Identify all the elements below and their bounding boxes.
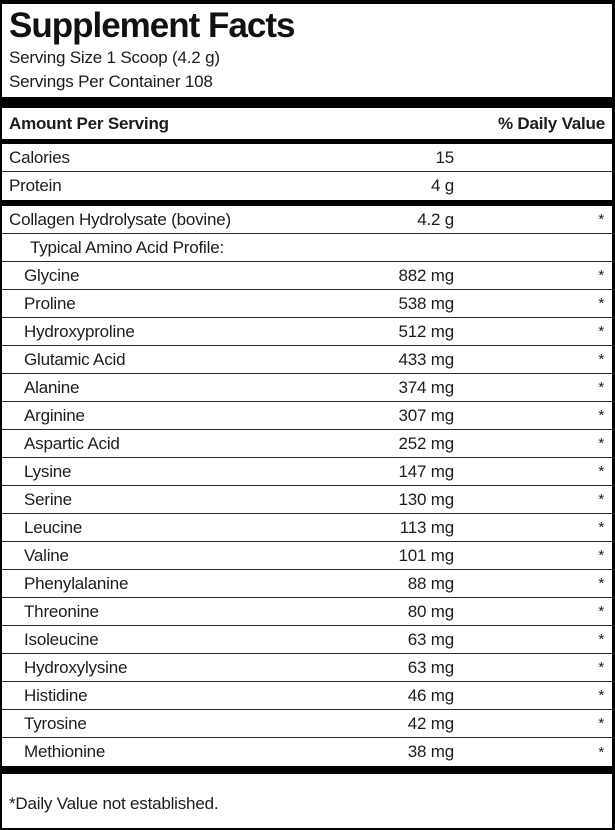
row-name: Phenylalanine: [24, 573, 129, 593]
row-daily-value-asterisk: *: [598, 715, 604, 732]
row-amount: 882 mg: [398, 265, 454, 285]
row-daily-value-asterisk: *: [598, 211, 604, 228]
row-amount: 46 mg: [407, 685, 454, 705]
row-name: Hydroxyproline: [24, 321, 135, 341]
row-amount: 63 mg: [407, 657, 454, 677]
row-daily-value-asterisk: *: [598, 379, 604, 396]
table-row-alanine: Alanine 374 mg *: [2, 374, 612, 402]
table-header-row: Amount Per Serving % Daily Value: [2, 108, 612, 139]
row-name: Alanine: [24, 377, 80, 397]
row-name: Isoleucine: [24, 629, 99, 649]
table-row-amino-profile-heading: Typical Amino Acid Profile:: [2, 234, 612, 262]
table-row-proline: Proline 538 mg *: [2, 290, 612, 318]
row-amount: 147 mg: [398, 461, 454, 481]
row-amount: 374 mg: [398, 377, 454, 397]
table-row-glutamic-acid: Glutamic Acid 433 mg *: [2, 346, 612, 374]
row-amount: 433 mg: [398, 349, 454, 369]
divider-below-header: [2, 139, 612, 144]
table-row-protein: Protein 4 g: [2, 172, 612, 200]
row-daily-value-asterisk: *: [598, 743, 604, 761]
row-name: Calories: [9, 147, 70, 167]
row-name: Methionine: [24, 742, 106, 761]
table-row-collagen: Collagen Hydrolysate (bovine) 4.2 g *: [2, 206, 612, 234]
table-row-threonine: Threonine 80 mg *: [2, 598, 612, 626]
row-daily-value-asterisk: *: [598, 351, 604, 368]
row-name: Hydroxylysine: [24, 657, 128, 677]
row-daily-value-asterisk: *: [598, 491, 604, 508]
table-row-methionine: Methionine 38 mg *: [2, 738, 612, 766]
daily-value-header: % Daily Value: [497, 113, 605, 133]
table-row-isoleucine: Isoleucine 63 mg *: [2, 626, 612, 654]
row-amount: 63 mg: [407, 629, 454, 649]
table-row-arginine: Arginine 307 mg *: [2, 402, 612, 430]
row-amount: 4 g: [430, 176, 454, 195]
row-amount: 38 mg: [407, 742, 454, 761]
serving-size-text: Serving Size 1 Scoop (4.2 g): [9, 48, 220, 67]
row-amount: 88 mg: [407, 573, 454, 593]
table-row-valine: Valine 101 mg *: [2, 542, 612, 570]
row-amount: 538 mg: [398, 293, 454, 313]
row-name: Proline: [24, 293, 76, 313]
row-amount: 101 mg: [398, 545, 454, 565]
row-name: Typical Amino Acid Profile:: [30, 237, 224, 257]
row-name: Histidine: [24, 685, 88, 705]
table-row-calories: Calories 15: [2, 144, 612, 172]
row-amount: 113 mg: [399, 517, 454, 537]
row-daily-value-asterisk: *: [598, 547, 604, 564]
table-row-serine: Serine 130 mg *: [2, 486, 612, 514]
row-amount: 42 mg: [407, 713, 454, 733]
row-name: Aspartic Acid: [24, 433, 120, 453]
row-daily-value-asterisk: *: [598, 659, 604, 676]
row-name: Tyrosine: [24, 713, 87, 733]
row-amount: 252 mg: [398, 433, 454, 453]
table-row-lysine: Lysine 147 mg *: [2, 458, 612, 486]
table-row-tyrosine: Tyrosine 42 mg *: [2, 710, 612, 738]
row-daily-value-asterisk: *: [598, 603, 604, 620]
row-daily-value-asterisk: *: [598, 267, 604, 284]
servings-per-container-text: Servings Per Container 108: [9, 72, 213, 91]
row-amount: 80 mg: [407, 601, 454, 621]
page-title: Supplement Facts: [9, 6, 295, 45]
row-name: Lysine: [24, 461, 72, 481]
table-row-hydroxylysine: Hydroxylysine 63 mg *: [2, 654, 612, 682]
row-amount: 130 mg: [398, 489, 454, 509]
row-name: Glycine: [24, 265, 80, 285]
row-daily-value-asterisk: *: [598, 631, 604, 648]
row-amount: 512 mg: [398, 321, 454, 341]
row-name: Collagen Hydrolysate (bovine): [9, 209, 231, 229]
row-name: Valine: [24, 545, 69, 565]
row-daily-value-asterisk: *: [598, 463, 604, 480]
divider-heavy-bottom: [2, 766, 612, 774]
table-row-histidine: Histidine 46 mg *: [2, 682, 612, 710]
row-name: Protein: [9, 176, 62, 195]
row-daily-value-asterisk: *: [598, 575, 604, 592]
divider-below-protein: [2, 200, 612, 206]
table-row-glycine: Glycine 882 mg *: [2, 262, 612, 290]
row-amount: 307 mg: [398, 405, 454, 425]
row-name: Arginine: [24, 405, 85, 425]
amount-per-serving-header: Amount Per Serving: [9, 113, 169, 133]
row-daily-value-asterisk: *: [598, 435, 604, 452]
row-amount: 4.2 g: [417, 209, 454, 229]
row-amount: 15: [435, 147, 454, 167]
row-name: Serine: [24, 489, 72, 509]
row-daily-value-asterisk: *: [598, 407, 604, 424]
daily-value-footnote: *Daily Value not established.: [9, 794, 219, 813]
row-daily-value-asterisk: *: [598, 323, 604, 340]
divider-heavy-top: [2, 97, 612, 108]
row-daily-value-asterisk: *: [598, 519, 604, 536]
table-row-phenylalanine: Phenylalanine 88 mg *: [2, 570, 612, 598]
row-name: Threonine: [24, 601, 99, 621]
row-daily-value-asterisk: *: [598, 687, 604, 704]
row-name: Leucine: [24, 517, 83, 537]
row-daily-value-asterisk: *: [598, 295, 604, 312]
table-row-aspartic-acid: Aspartic Acid 252 mg *: [2, 430, 612, 458]
row-name: Glutamic Acid: [24, 349, 126, 369]
table-row-hydroxyproline: Hydroxyproline 512 mg *: [2, 318, 612, 346]
table-row-leucine: Leucine 113 mg *: [2, 514, 612, 542]
